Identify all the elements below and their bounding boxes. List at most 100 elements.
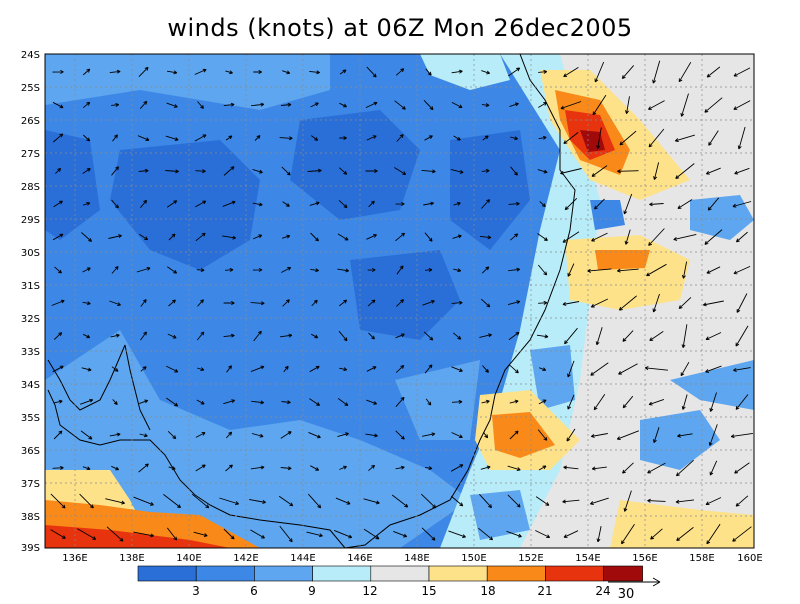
wind-vector-arrow	[681, 324, 688, 348]
wind-vector-arrow	[53, 430, 63, 440]
lon-label: 148E	[404, 553, 429, 564]
wind-vector-arrow	[423, 331, 434, 341]
wind-vector-arrow	[625, 96, 630, 114]
wind-vector-arrow	[165, 169, 179, 174]
wind-vector-arrow	[111, 102, 120, 107]
wind-vector-arrow	[139, 399, 149, 405]
wind-vector-arrow	[653, 162, 660, 180]
wind-vector-arrow	[735, 325, 749, 347]
wind-vector-arrow	[196, 331, 205, 341]
wind-vector-arrow	[339, 102, 347, 108]
wind-vector-arrow	[338, 199, 348, 209]
wind-vector-arrow	[165, 365, 179, 373]
wind-vector-arrow	[622, 395, 634, 409]
wind-vector-arrow	[538, 135, 547, 140]
wind-vector-arrow	[425, 398, 432, 406]
colorbar-label: 21	[537, 584, 552, 598]
wind-vector-arrow	[481, 70, 491, 75]
lat-label: 26S	[21, 116, 40, 127]
wind-vector-arrow	[509, 399, 519, 404]
wind-vector-arrow	[424, 267, 433, 272]
wind-vector-arrow	[363, 498, 380, 505]
wind-vector-arrow	[133, 496, 154, 506]
wind-vector-arrow	[309, 365, 320, 373]
wind-vector-arrow	[166, 397, 179, 407]
wind-vector-arrow	[448, 530, 466, 538]
wind-vector-arrow	[163, 494, 182, 509]
wind-vector-arrow	[594, 61, 605, 83]
wind-vector-arrow	[111, 199, 119, 209]
lon-label: 136E	[62, 553, 87, 564]
wind-vector-arrow	[52, 365, 64, 373]
wind-vector-arrow	[339, 465, 347, 470]
lat-label: 35S	[21, 413, 40, 424]
wind-vector-arrow	[424, 135, 433, 141]
wind-vector-arrow	[451, 399, 463, 404]
wind-vector-arrow	[365, 101, 378, 109]
lon-label: 138E	[119, 553, 144, 564]
lon-label: 160E	[737, 553, 762, 564]
wind-vector-arrow	[587, 268, 612, 273]
wind-vector-arrow	[251, 433, 264, 438]
wind-vector-arrow	[222, 200, 236, 207]
wind-vector-arrow	[194, 134, 207, 142]
wind-vector-arrow	[109, 69, 121, 74]
longitude-labels: 136E 138E 140E 142E 144E 146E 148E 150E …	[62, 553, 762, 564]
wind-vector-arrow	[424, 232, 433, 242]
colorbar-swatch	[370, 565, 430, 582]
wind-vector-arrow	[481, 103, 490, 108]
wind-vector-arrow	[650, 528, 663, 540]
wind-vector-arrow	[594, 198, 605, 210]
wind-vector-arrow	[282, 70, 291, 75]
lon-label: 150E	[461, 553, 486, 564]
wind-vector-arrow	[311, 135, 319, 141]
wind-vector-arrow	[394, 167, 407, 175]
wind-vector-arrow	[82, 333, 91, 339]
wind-vector-arrow	[168, 299, 176, 307]
wind-vector-arrow	[395, 68, 405, 76]
wind-vector-arrow	[421, 527, 436, 541]
wind-vector-arrow	[425, 68, 432, 76]
wind-vector-arrow	[250, 529, 265, 539]
wind-vector-arrow	[395, 430, 405, 440]
wind-vector-arrow	[53, 200, 63, 208]
wind-vector-arrow	[366, 366, 377, 372]
wind-vector-arrow	[537, 169, 548, 174]
wind-vector-arrow	[166, 102, 178, 108]
wind-vector-arrow	[706, 266, 721, 274]
wind-vector-arrow	[363, 528, 380, 540]
wind-vector-arrow	[705, 167, 721, 175]
wind-vector-arrow	[479, 493, 493, 509]
wind-vector-arrow	[366, 135, 377, 141]
wind-vector-arrow	[453, 201, 461, 206]
map-title: winds (knots) at 06Z Mon 26dec2005	[167, 14, 633, 42]
lat-label: 33S	[21, 347, 40, 358]
wind-vector-arrow	[450, 495, 464, 507]
wind-vector-arrow	[282, 299, 290, 307]
colorbar	[137, 565, 643, 582]
wind-vector-arrow	[168, 233, 176, 241]
wind-vector-arrow	[538, 69, 548, 74]
lat-label: 32S	[21, 314, 40, 325]
wind-vector-arrow	[705, 497, 722, 506]
wind-vector-arrow	[564, 327, 578, 345]
wind-vector-arrow	[339, 167, 348, 175]
wind-vector-arrow	[279, 136, 293, 141]
wind-vector-arrow	[704, 229, 723, 245]
wind-vector-arrow	[590, 362, 609, 376]
wind-vector-arrow	[648, 398, 665, 406]
wind-vector-arrow	[732, 526, 752, 542]
wind-vector-arrow	[538, 300, 548, 305]
wind-vector-arrow	[647, 462, 666, 474]
wind-vector-arrow	[308, 431, 321, 439]
wind-vector-arrow	[167, 70, 178, 75]
wind-vector-arrow	[621, 523, 635, 545]
wind-vector-arrow	[368, 332, 375, 340]
wind-vector-arrow	[564, 197, 578, 211]
wind-vector-arrow	[680, 361, 690, 377]
lat-label: 36S	[21, 446, 40, 457]
wind-vector-arrow	[591, 466, 607, 471]
wind-vector-arrow	[368, 464, 376, 472]
wind-vector-arrow	[334, 529, 353, 539]
